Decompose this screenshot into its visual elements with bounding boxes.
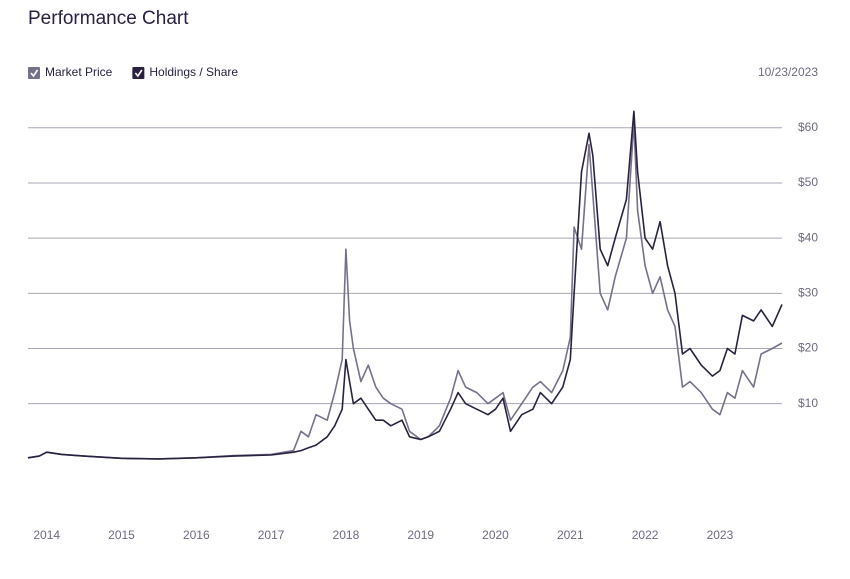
x-tick-label: 2018	[333, 528, 360, 542]
x-tick-label: 2023	[707, 528, 734, 542]
y-tick-label: $60	[798, 120, 818, 134]
chart-title: Performance Chart	[28, 8, 189, 29]
y-tick-label: $20	[798, 341, 818, 355]
x-tick-label: 2016	[183, 528, 210, 542]
x-tick-label: 2019	[407, 528, 434, 542]
y-tick-label: $10	[798, 396, 818, 410]
x-tick-label: 2017	[258, 528, 285, 542]
series-line	[27, 110, 783, 460]
legend-checkbox[interactable]	[28, 67, 40, 79]
legend-label: Holdings / Share	[149, 65, 238, 79]
series-line	[27, 121, 783, 460]
x-tick-label: 2022	[632, 528, 659, 542]
x-tick-label: 2014	[33, 528, 60, 542]
y-tick-label: $40	[798, 230, 818, 244]
legend-checkbox[interactable]	[132, 67, 145, 79]
x-tick-label: 2015	[108, 528, 135, 542]
y-tick-label: $50	[798, 175, 818, 189]
legend-check	[30, 69, 39, 78]
legend-label: Market Price	[45, 65, 113, 79]
as-of-date: 10/23/2023	[758, 65, 818, 79]
y-tick-label: $30	[798, 286, 818, 300]
legend-check	[134, 69, 143, 78]
x-tick-label: 2020	[482, 528, 509, 542]
x-tick-label: 2021	[557, 528, 584, 542]
